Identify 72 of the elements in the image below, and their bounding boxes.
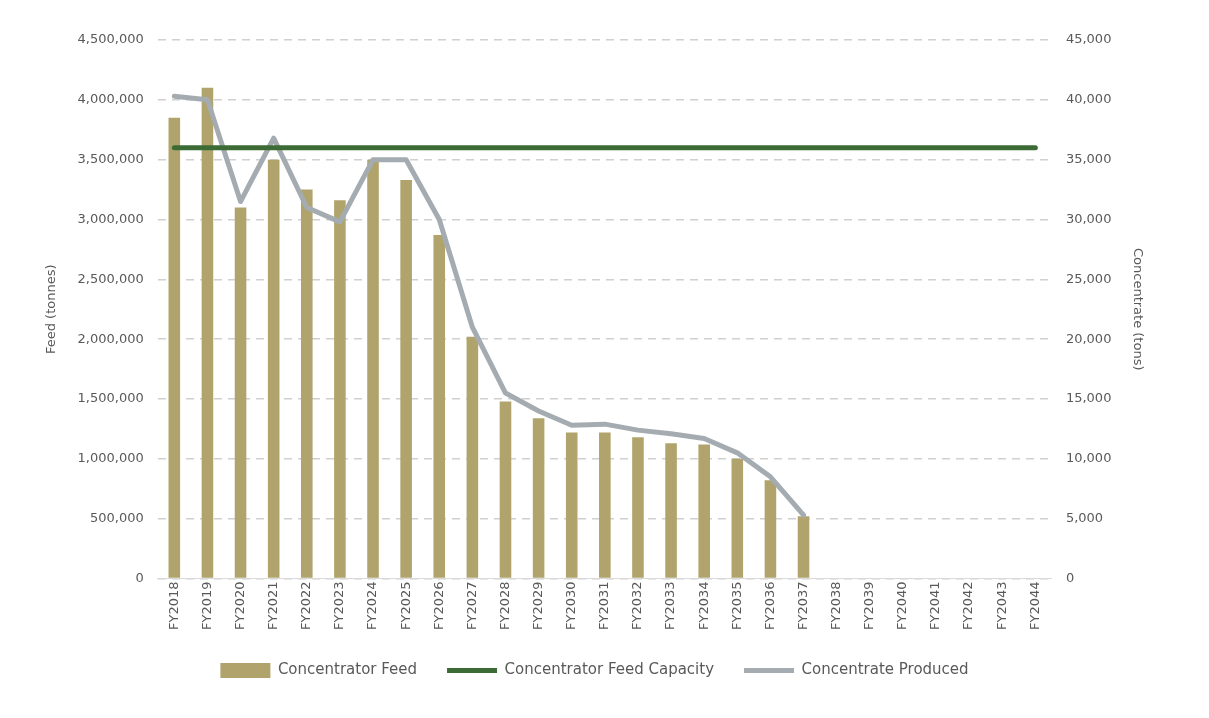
y-tick-label: 0 — [135, 569, 144, 585]
y2-tick-label: 25,000 — [1065, 270, 1112, 286]
x-tick-label: FY2026 — [430, 581, 446, 631]
bar — [234, 207, 247, 578]
bar — [267, 159, 280, 578]
legend-label: Concentrator Feed Capacity — [504, 660, 715, 679]
x-tick-label: FY2021 — [265, 581, 281, 631]
y-tick-label: 1,000,000 — [77, 450, 144, 466]
x-tick-label: FY2039 — [861, 581, 877, 631]
y2-tick-label: 20,000 — [1065, 330, 1112, 346]
bar — [334, 200, 346, 578]
bar — [764, 480, 777, 578]
x-tick-label: FY2028 — [496, 581, 512, 631]
bar — [797, 516, 810, 578]
x-tick-label: FY2034 — [695, 581, 711, 631]
bar — [201, 87, 214, 578]
x-tick-label: FY2033 — [662, 581, 678, 631]
bar — [300, 189, 313, 578]
y2-tick-label: 10,000 — [1065, 450, 1112, 466]
x-tick-label: FY2035 — [728, 581, 744, 631]
x-tick-label: FY2043 — [993, 581, 1009, 631]
x-tick-label: FY2040 — [894, 581, 910, 631]
bar — [466, 336, 479, 578]
y2-tick-label: 15,000 — [1065, 390, 1112, 406]
bar — [532, 418, 545, 578]
bar — [698, 444, 710, 578]
bar — [665, 443, 677, 578]
y2-tick-label: 30,000 — [1065, 210, 1112, 226]
x-tick-label: FY2027 — [463, 581, 479, 631]
y2-tick-label: 5,000 — [1065, 510, 1104, 526]
x-tick-label: FY2019 — [198, 581, 214, 631]
x-tick-label: FY2022 — [298, 581, 314, 631]
y2-tick-label: 35,000 — [1065, 151, 1112, 167]
y-axis-title: Feed (tonnes) — [43, 264, 59, 355]
x-tick-label: FY2031 — [596, 581, 612, 631]
x-tick-label: FY2038 — [828, 581, 844, 631]
legend-label: Concentrate Produced — [801, 660, 969, 679]
y2-axis-title: Concentrate (tons) — [1130, 248, 1146, 371]
bar — [367, 159, 379, 578]
bar — [632, 437, 644, 578]
bar — [599, 432, 611, 578]
y-tick-label: 500,000 — [90, 510, 144, 526]
x-tick-label: FY2018 — [165, 581, 181, 631]
bar — [400, 180, 412, 578]
y-tick-label: 2,000,000 — [77, 330, 144, 346]
y-tick-label: 3,500,000 — [77, 151, 144, 167]
y2-tick-label: 0 — [1065, 569, 1075, 585]
x-tick-label: FY2029 — [529, 581, 545, 631]
x-tick-label: FY2030 — [563, 581, 579, 631]
y2-tick-label: 40,000 — [1065, 91, 1112, 107]
bar — [499, 401, 512, 578]
x-tick-label: FY2036 — [761, 581, 777, 631]
x-tick-label: FY2024 — [364, 581, 380, 631]
y-tick-label: 4,500,000 — [77, 31, 144, 47]
x-tick-label: FY2032 — [629, 581, 645, 631]
x-tick-label: FY2023 — [331, 581, 347, 631]
x-tick-label: FY2042 — [960, 581, 976, 631]
x-tick-label: FY2025 — [397, 581, 413, 631]
y-tick-label: 2,500,000 — [77, 270, 144, 286]
bar — [565, 432, 578, 578]
y-tick-label: 4,000,000 — [77, 91, 144, 107]
y-tick-label: 1,500,000 — [77, 390, 144, 406]
x-tick-label: FY2044 — [1026, 581, 1042, 631]
bar — [168, 117, 181, 578]
legend-label: Concentrator Feed — [277, 660, 418, 679]
x-tick-label: FY2037 — [794, 581, 810, 631]
x-tick-label: FY2020 — [231, 581, 247, 631]
bar — [433, 235, 446, 578]
x-tick-label: FY2041 — [927, 581, 943, 631]
y-tick-label: 3,000,000 — [77, 210, 144, 226]
y2-tick-label: 45,000 — [1065, 31, 1112, 47]
bar — [731, 458, 744, 578]
